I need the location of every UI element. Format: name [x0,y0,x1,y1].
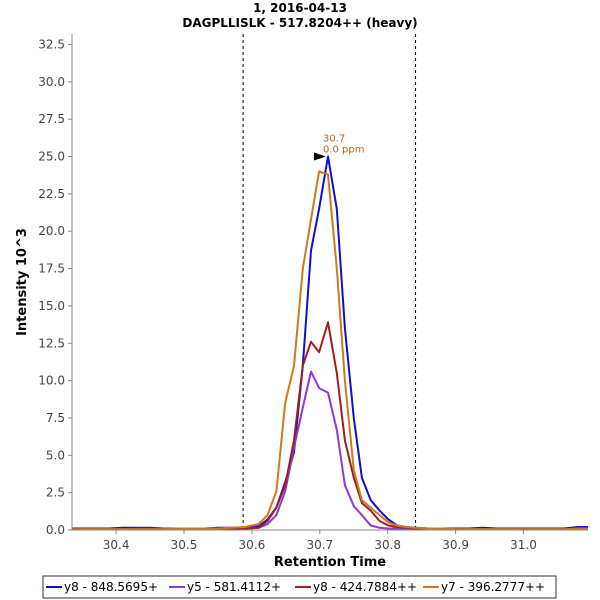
x-tick-label: 30.9 [442,538,469,552]
y-tick-label: 32.5 [38,37,65,51]
y-tick-label: 30.0 [38,75,65,89]
y-tick-label: 0.0 [46,523,65,537]
series-lines [72,155,588,531]
peak-rt-label: 30.7 [323,134,345,145]
x-tick-label: 30.7 [306,538,333,552]
peak-boundaries [242,34,417,530]
series-line-3 [72,170,588,531]
legend-label: y8 - 848.5695+ [64,580,158,594]
plot-area [72,34,588,530]
x-axis: 30.4 30.5 30.6 30.7 30.8 30.9 31.0 [103,530,537,552]
y-tick-label: 20.0 [38,224,65,238]
y-tick-label: 10.0 [38,374,65,388]
y-tick-label: 5.0 [46,448,65,462]
x-tick-label: 30.6 [239,538,266,552]
legend: y8 - 848.5695+ y5 - 581.4112+ y8 - 424.788… [46,580,545,594]
y-tick-label: 12.5 [38,336,65,350]
peak-annotation: 30.7 0.0 ppm [313,134,365,161]
y-axis: 0.0 2.5 5.0 7.5 10.0 12.5 15.0 17.5 20.0 22.5 25.0… [38,37,72,537]
chart-subtitle: DAGPLLISLK - 517.8204++ (heavy) [182,16,417,30]
y-tick-label: 15.0 [38,299,65,313]
peak-ppm-label: 0.0 ppm [323,145,365,156]
x-tick-label: 30.4 [103,538,130,552]
x-tick-label: 31.0 [510,538,537,552]
y-tick-label: 17.5 [38,262,65,276]
y-axis-label: Intensity 10^3 [15,228,30,336]
chart-title: 1, 2016-04-13 [253,1,347,15]
peak-arrow-icon [313,152,326,161]
y-tick-label: 2.5 [46,486,65,500]
legend-label: y8 - 424.7884++ [313,580,417,594]
x-axis-label: Retention Time [274,555,386,570]
x-tick-label: 30.5 [171,538,198,552]
y-tick-label: 7.5 [46,411,65,425]
x-tick-label: 30.8 [374,538,401,552]
y-tick-label: 27.5 [38,112,65,126]
y-tick-label: 22.5 [38,187,65,201]
legend-label: y7 - 396.2777++ [441,580,545,594]
legend-label: y5 - 581.4112+ [187,580,281,594]
y-tick-label: 25.0 [38,150,65,164]
